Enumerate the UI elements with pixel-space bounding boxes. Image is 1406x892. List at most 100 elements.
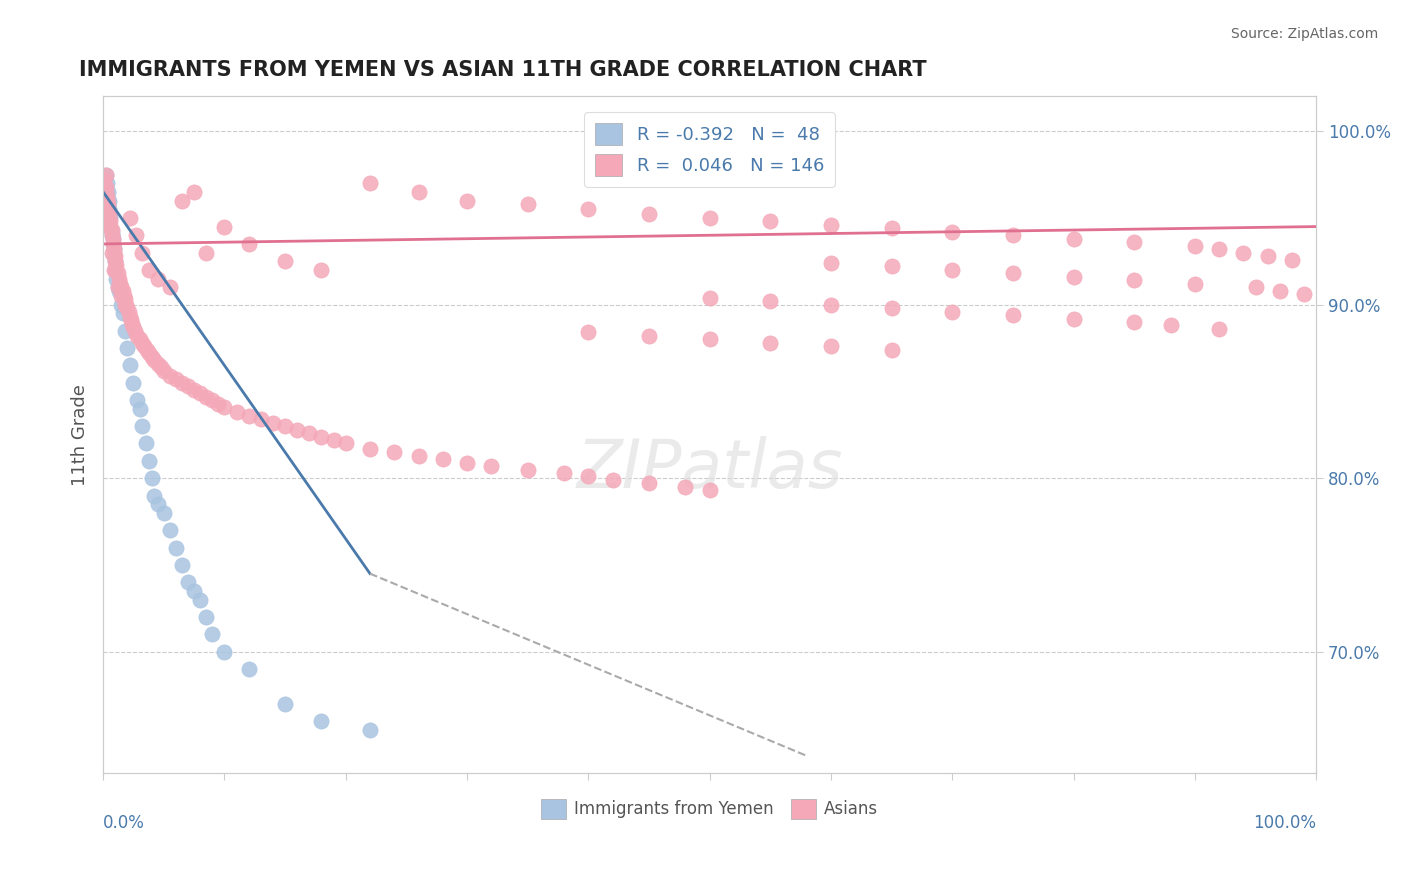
Point — [103, 245, 125, 260]
Point — [1184, 277, 1206, 291]
Point — [121, 317, 143, 331]
Point — [207, 396, 229, 410]
Text: Source: ZipAtlas.com: Source: ZipAtlas.com — [1230, 27, 1378, 41]
Point — [138, 346, 160, 360]
Point — [110, 298, 132, 312]
Point — [298, 426, 321, 441]
Point — [117, 304, 139, 318]
Point — [183, 383, 205, 397]
Point — [105, 263, 128, 277]
Point — [143, 489, 166, 503]
Point — [100, 219, 122, 234]
Point — [880, 343, 903, 357]
Point — [134, 339, 156, 353]
Point — [335, 436, 357, 450]
Point — [115, 298, 138, 312]
Point — [479, 458, 502, 473]
Point — [1292, 287, 1315, 301]
Point — [97, 197, 120, 211]
Point — [1184, 238, 1206, 252]
Point — [165, 372, 187, 386]
Point — [94, 168, 117, 182]
Point — [108, 277, 131, 291]
Point — [103, 242, 125, 256]
Point — [107, 280, 129, 294]
Point — [1001, 228, 1024, 243]
Point — [110, 280, 132, 294]
Point — [101, 236, 124, 251]
Point — [408, 185, 430, 199]
Point — [146, 271, 169, 285]
Point — [638, 207, 661, 221]
Point — [285, 423, 308, 437]
Point — [96, 194, 118, 208]
Point — [100, 214, 122, 228]
Point — [131, 335, 153, 350]
Point — [456, 194, 478, 208]
Point — [274, 697, 297, 711]
Point — [759, 335, 782, 350]
Point — [108, 271, 131, 285]
Point — [103, 263, 125, 277]
Point — [131, 245, 153, 260]
Point — [1160, 318, 1182, 333]
Point — [188, 386, 211, 401]
Point — [1244, 280, 1267, 294]
Point — [108, 284, 131, 298]
Point — [159, 368, 181, 383]
Point — [820, 218, 842, 232]
Point — [1123, 273, 1146, 287]
Point — [98, 219, 121, 234]
Point — [432, 452, 454, 467]
Point — [359, 176, 381, 190]
Point — [214, 645, 236, 659]
Point — [117, 301, 139, 315]
Point — [103, 242, 125, 256]
Point — [141, 350, 163, 364]
Point — [1208, 322, 1230, 336]
Point — [188, 592, 211, 607]
Point — [114, 293, 136, 307]
Point — [107, 280, 129, 294]
Point — [97, 197, 120, 211]
Point — [516, 197, 538, 211]
Point — [673, 480, 696, 494]
Point — [127, 393, 149, 408]
Point — [118, 359, 141, 373]
Point — [311, 429, 333, 443]
Point — [177, 575, 200, 590]
Point — [98, 202, 121, 217]
Point — [1232, 245, 1254, 260]
Point — [759, 214, 782, 228]
Point — [1257, 249, 1279, 263]
Point — [143, 353, 166, 368]
Point — [152, 506, 174, 520]
Point — [183, 584, 205, 599]
Y-axis label: 11th Grade: 11th Grade — [72, 384, 89, 486]
Point — [1208, 242, 1230, 256]
Text: IMMIGRANTS FROM YEMEN VS ASIAN 11TH GRADE CORRELATION CHART: IMMIGRANTS FROM YEMEN VS ASIAN 11TH GRAD… — [79, 60, 927, 79]
Point — [165, 541, 187, 555]
Point — [820, 339, 842, 353]
Point — [101, 232, 124, 246]
Point — [138, 454, 160, 468]
Text: 100.0%: 100.0% — [1253, 814, 1316, 832]
Point — [159, 523, 181, 537]
Point — [576, 469, 599, 483]
Point — [699, 291, 721, 305]
Legend: Immigrants from Yemen, Asians: Immigrants from Yemen, Asians — [534, 792, 884, 826]
Point — [238, 409, 260, 423]
Point — [104, 249, 127, 263]
Point — [103, 249, 125, 263]
Point — [183, 185, 205, 199]
Point — [146, 497, 169, 511]
Point — [225, 405, 247, 419]
Point — [100, 228, 122, 243]
Point — [152, 363, 174, 377]
Point — [699, 211, 721, 225]
Point — [201, 627, 224, 641]
Point — [97, 185, 120, 199]
Point — [359, 442, 381, 456]
Point — [96, 190, 118, 204]
Point — [110, 289, 132, 303]
